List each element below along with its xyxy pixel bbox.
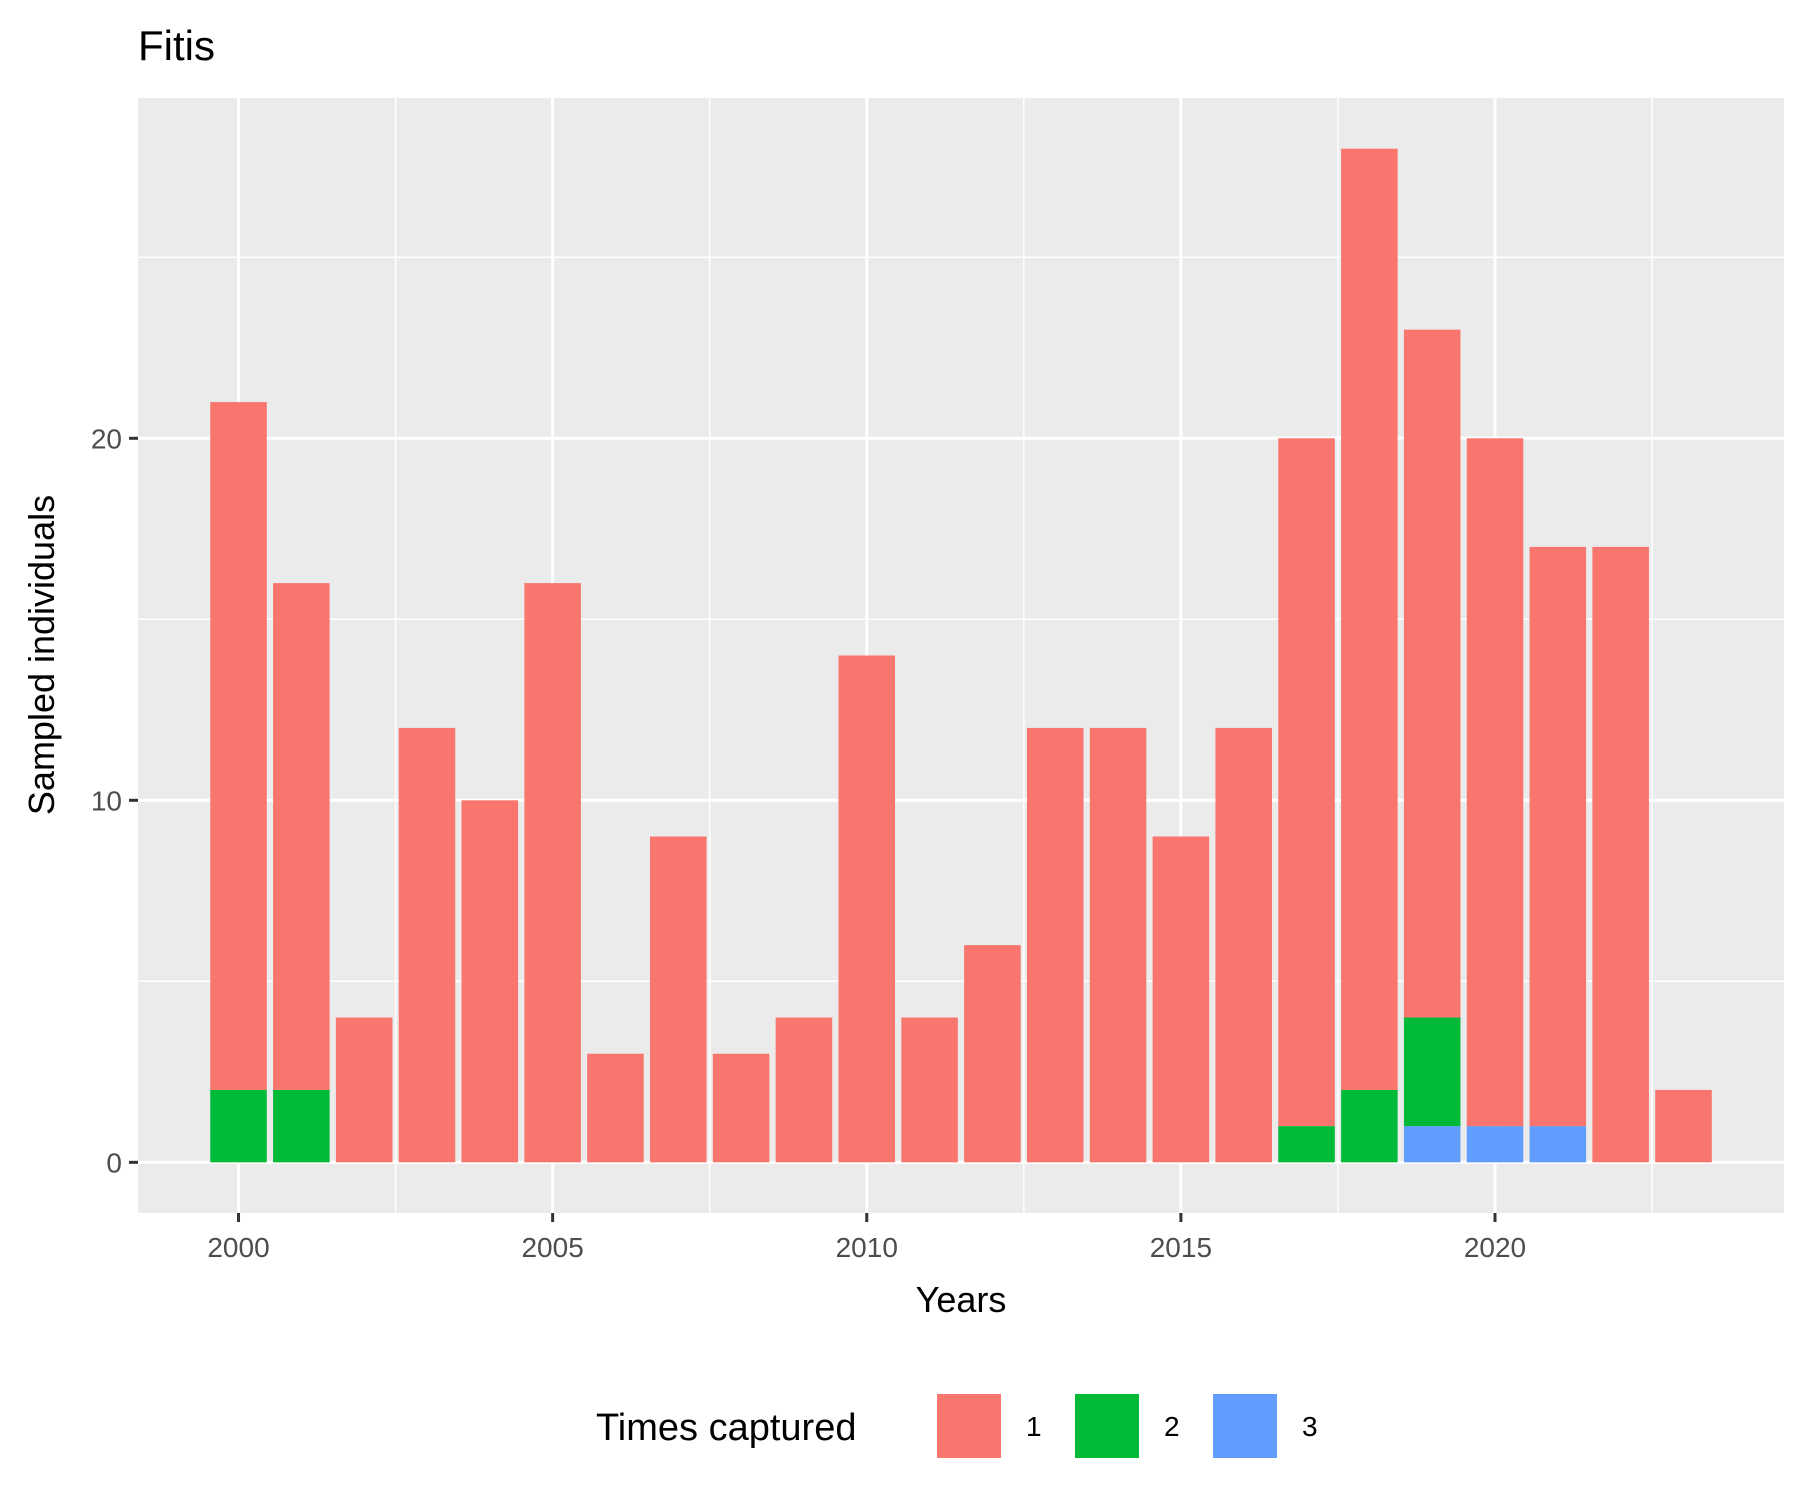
bar-2019-series-2 (1403, 1017, 1461, 1127)
bar-2001-series-2 (273, 1089, 330, 1163)
x-axis-title: Years (916, 1279, 1007, 1320)
chart-title: Fitis (138, 22, 215, 69)
bar-2014-series-1 (1089, 727, 1147, 1163)
bar-2007-series-1 (650, 836, 707, 1163)
x-axis: 2000 2005 2010 2015 2020 (207, 1213, 1526, 1263)
y-axis: 0 10 20 (91, 423, 138, 1178)
bar-2001-series-1 (273, 583, 330, 1090)
bar-2019-series-3 (1403, 1126, 1461, 1163)
x-tick-label: 2010 (836, 1232, 898, 1263)
bar-2004-series-1 (461, 800, 519, 1163)
x-tick-label: 2000 (207, 1232, 269, 1263)
bar-2008-series-1 (712, 1053, 770, 1163)
bar-2010-series-1 (838, 655, 896, 1163)
bar-2021-series-3 (1529, 1126, 1587, 1163)
x-tick-label: 2020 (1464, 1232, 1526, 1263)
x-tick-label: 2015 (1150, 1232, 1212, 1263)
bar-2003-series-1 (398, 727, 456, 1163)
y-tick-label: 0 (106, 1147, 122, 1178)
legend-label-2: 2 (1164, 1411, 1180, 1442)
bar-2017-series-2 (1278, 1126, 1335, 1163)
bar-2021-series-1 (1529, 546, 1587, 1127)
bar-2000-series-2 (210, 1089, 267, 1163)
bar-2018-series-2 (1341, 1089, 1398, 1163)
legend-label-3: 3 (1302, 1411, 1318, 1442)
bar-2020-series-1 (1466, 438, 1524, 1127)
bar-2000-series-1 (210, 402, 267, 1090)
bar-2020-series-3 (1466, 1126, 1524, 1163)
legend-key-2 (1073, 1392, 1141, 1460)
legend-key-3 (1211, 1392, 1279, 1460)
y-tick-label: 10 (91, 785, 122, 816)
bar-2015-series-1 (1152, 836, 1210, 1163)
legend: Times captured 1 2 3 (596, 1392, 1318, 1460)
bar-2009-series-1 (775, 1017, 833, 1163)
bar-2006-series-1 (587, 1053, 644, 1163)
bar-2012-series-1 (964, 945, 1021, 1163)
bar-2013-series-1 (1026, 727, 1084, 1163)
bar-2002-series-1 (335, 1017, 393, 1163)
x-tick-label: 2005 (521, 1232, 583, 1263)
legend-title: Times captured (596, 1407, 856, 1449)
legend-label-1: 1 (1026, 1411, 1042, 1442)
bar-2016-series-1 (1215, 727, 1272, 1163)
y-axis-title: Sampled individuals (21, 495, 62, 815)
bar-2018-series-1 (1341, 148, 1398, 1090)
bar-2005-series-1 (524, 583, 581, 1163)
bar-2017-series-1 (1278, 438, 1335, 1127)
legend-key-1 (935, 1392, 1003, 1460)
bar-2019-series-1 (1403, 329, 1461, 1018)
bars (210, 148, 1712, 1163)
bar-2022-series-1 (1592, 546, 1649, 1163)
y-tick-label: 20 (91, 423, 122, 454)
bar-2023-series-1 (1655, 1089, 1712, 1163)
bar-2011-series-1 (901, 1017, 958, 1163)
